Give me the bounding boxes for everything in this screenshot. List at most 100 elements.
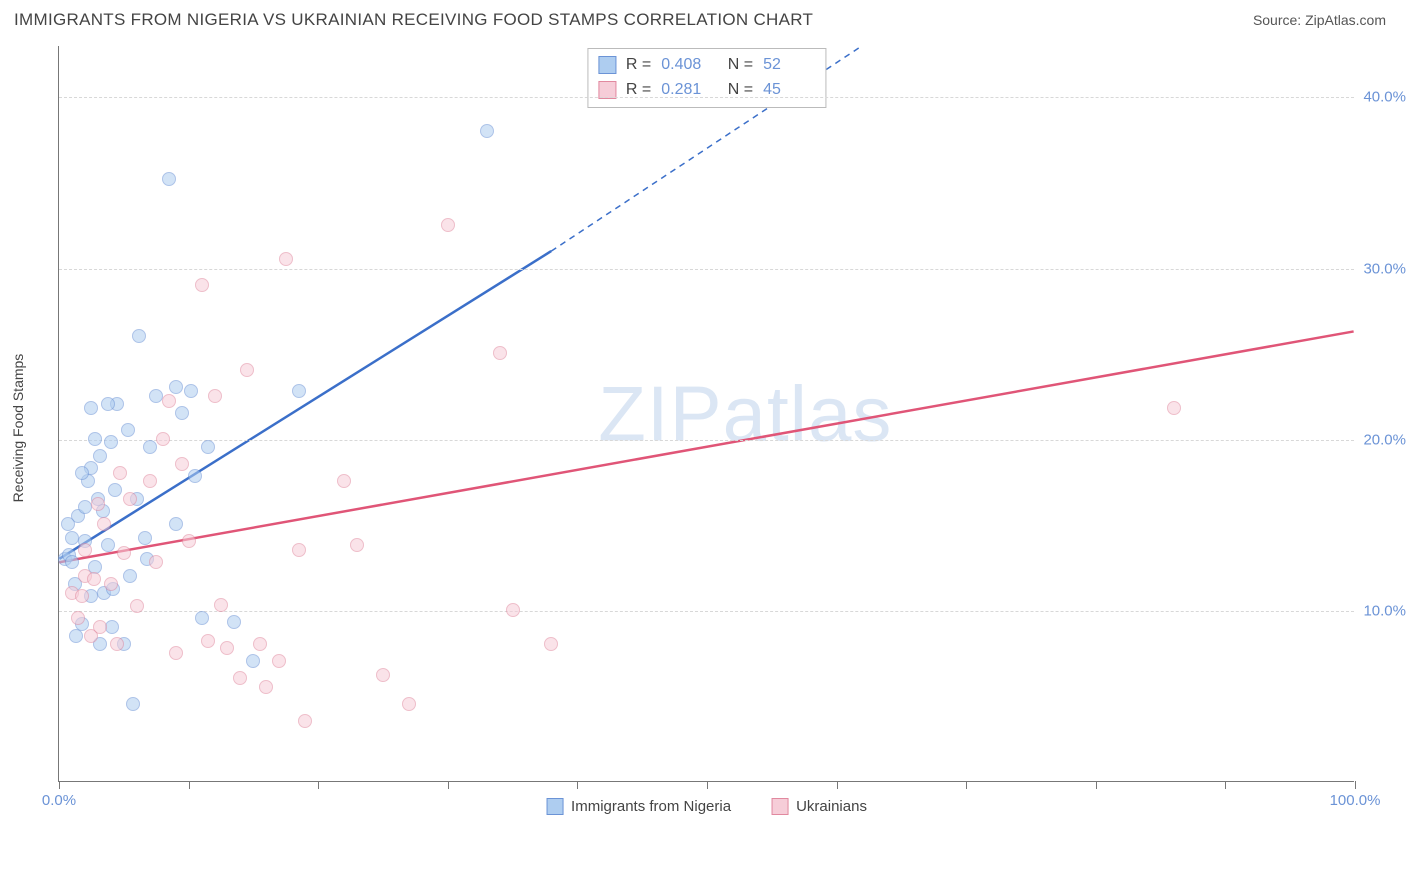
xtick-label: 100.0%	[1330, 792, 1381, 809]
legend-label: Ukrainians	[796, 798, 867, 815]
data-point	[132, 329, 146, 343]
gridline	[59, 611, 1354, 612]
xtick	[1355, 781, 1356, 789]
data-point	[149, 555, 163, 569]
r-value: 0.281	[661, 78, 713, 103]
xtick	[577, 781, 578, 789]
ytick-label: 30.0%	[1363, 260, 1406, 277]
data-point	[246, 654, 260, 668]
data-point	[156, 432, 170, 446]
data-point	[544, 637, 558, 651]
data-point	[292, 384, 306, 398]
data-point	[123, 492, 137, 506]
data-point	[376, 668, 390, 682]
data-point	[130, 599, 144, 613]
data-point	[214, 598, 228, 612]
data-point	[138, 531, 152, 545]
data-point	[493, 346, 507, 360]
source-label: Source: ZipAtlas.com	[1253, 12, 1386, 28]
data-point	[259, 680, 273, 694]
gridline	[59, 97, 1354, 98]
legend-swatch	[546, 798, 563, 815]
data-point	[184, 384, 198, 398]
data-point	[126, 697, 140, 711]
xtick	[966, 781, 967, 789]
xtick	[59, 781, 60, 789]
data-point	[101, 538, 115, 552]
gridline	[59, 440, 1354, 441]
data-point	[104, 577, 118, 591]
data-point	[78, 500, 92, 514]
data-point	[253, 637, 267, 651]
page-title: IMMIGRANTS FROM NIGERIA VS UKRAINIAN REC…	[14, 10, 813, 30]
xtick-label: 0.0%	[42, 792, 76, 809]
n-value: 52	[763, 53, 815, 78]
watermark: ZIPatlas	[598, 368, 892, 459]
data-point	[75, 466, 89, 480]
data-point	[149, 389, 163, 403]
data-point	[169, 380, 183, 394]
data-point	[188, 469, 202, 483]
legend-label: Immigrants from Nigeria	[571, 798, 731, 815]
data-point	[65, 531, 79, 545]
ytick-label: 10.0%	[1363, 602, 1406, 619]
data-point	[175, 457, 189, 471]
data-point	[240, 363, 254, 377]
trend-lines	[59, 46, 1354, 781]
y-axis-label: Receiving Food Stamps	[10, 354, 26, 503]
gridline	[59, 269, 1354, 270]
data-point	[506, 603, 520, 617]
ytick-label: 40.0%	[1363, 89, 1406, 106]
data-point	[61, 517, 75, 531]
data-point	[175, 406, 189, 420]
plot-area: ZIPatlas R = 0.408 N = 52R = 0.281 N = 4…	[58, 46, 1354, 782]
data-point	[91, 497, 105, 511]
ytick-label: 20.0%	[1363, 431, 1406, 448]
legend-item: Immigrants from Nigeria	[546, 798, 731, 815]
data-point	[220, 641, 234, 655]
data-point	[195, 278, 209, 292]
data-point	[402, 697, 416, 711]
xtick	[448, 781, 449, 789]
data-point	[108, 483, 122, 497]
data-point	[71, 611, 85, 625]
legend-item: Ukrainians	[771, 798, 867, 815]
xtick	[318, 781, 319, 789]
data-point	[162, 394, 176, 408]
data-point	[123, 569, 137, 583]
n-label: N =	[723, 78, 753, 103]
data-point	[480, 124, 494, 138]
data-point	[88, 432, 102, 446]
bottom-legend: Immigrants from Nigeria Ukrainians	[546, 798, 867, 815]
data-point	[182, 534, 196, 548]
data-point	[93, 449, 107, 463]
data-point	[101, 397, 115, 411]
data-point	[84, 401, 98, 415]
data-point	[208, 389, 222, 403]
data-point	[143, 440, 157, 454]
data-point	[272, 654, 286, 668]
data-point	[195, 611, 209, 625]
data-point	[201, 634, 215, 648]
correlation-row: R = 0.281 N = 45	[598, 78, 815, 103]
r-value: 0.408	[661, 53, 713, 78]
data-point	[69, 629, 83, 643]
n-value: 45	[763, 78, 815, 103]
data-point	[201, 440, 215, 454]
r-label: R =	[626, 78, 651, 103]
data-point	[113, 466, 127, 480]
data-point	[97, 517, 111, 531]
xtick	[837, 781, 838, 789]
data-point	[110, 637, 124, 651]
data-point	[121, 423, 135, 437]
data-point	[233, 671, 247, 685]
data-point	[87, 572, 101, 586]
xtick	[707, 781, 708, 789]
xtick	[1225, 781, 1226, 789]
legend-swatch	[771, 798, 788, 815]
data-point	[292, 543, 306, 557]
correlation-row: R = 0.408 N = 52	[598, 53, 815, 78]
data-point	[93, 620, 107, 634]
data-point	[279, 252, 293, 266]
data-point	[350, 538, 364, 552]
